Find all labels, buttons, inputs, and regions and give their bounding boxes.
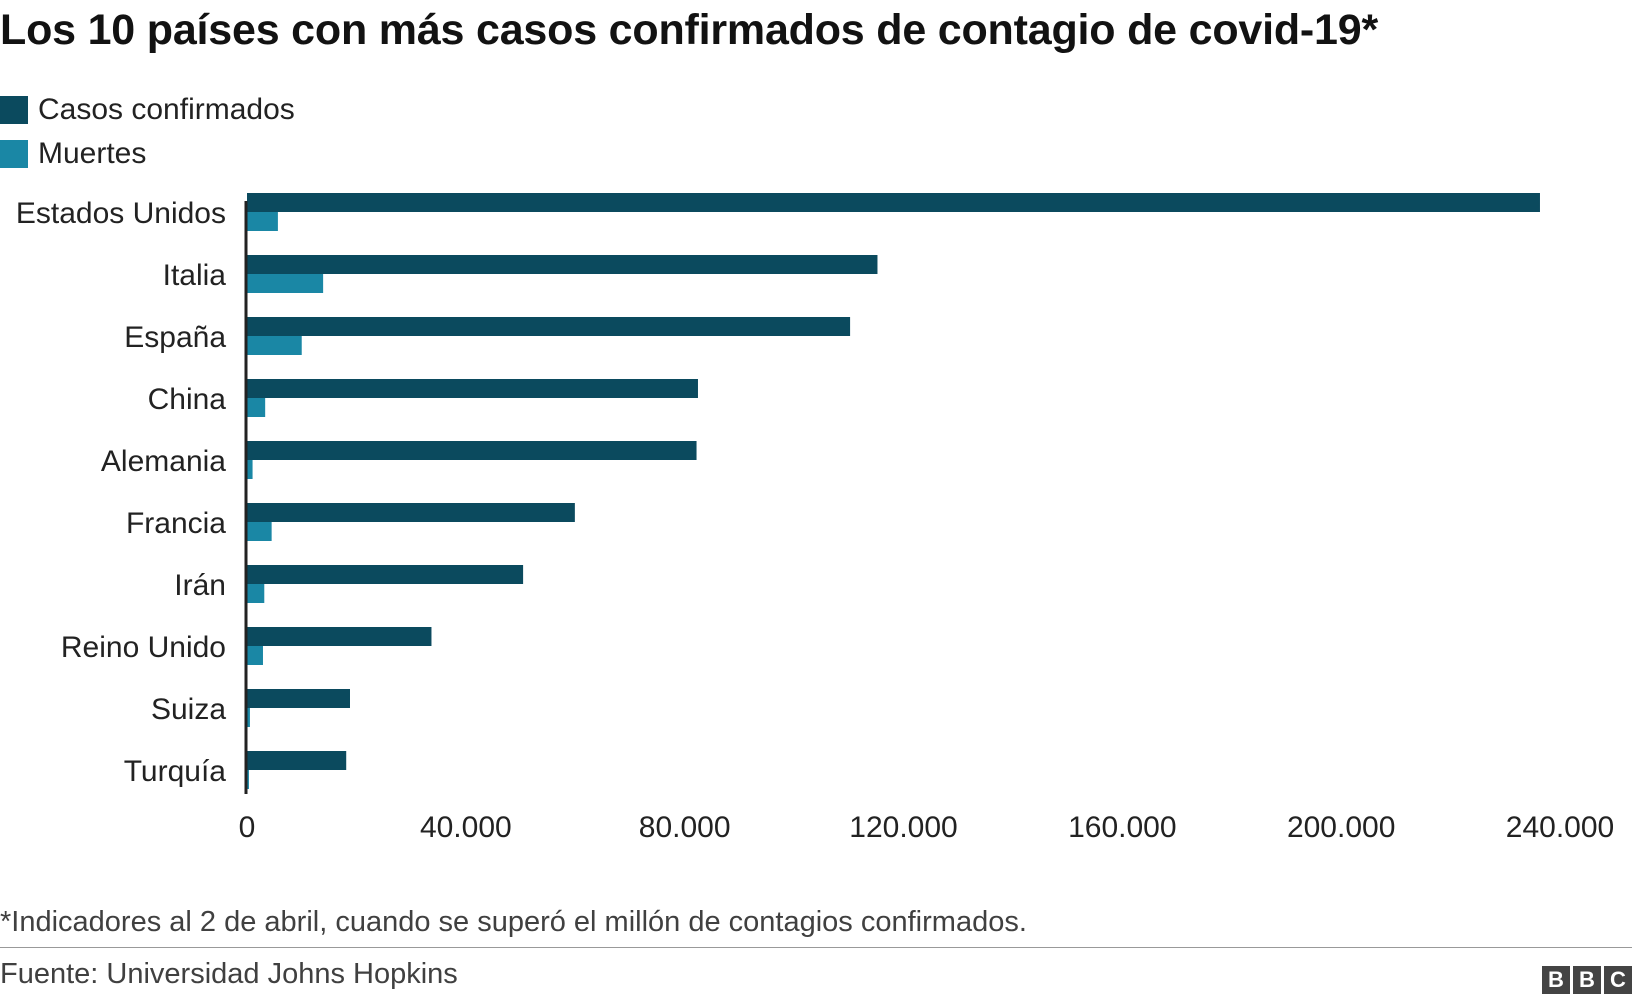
bar-confirmed (247, 565, 524, 584)
bar-deaths (247, 646, 263, 665)
bar-confirmed (247, 689, 350, 708)
legend-label-deaths: Muertes (38, 137, 147, 170)
bar-deaths (247, 336, 302, 355)
x-tick-label: 0 (239, 811, 256, 844)
x-tick-label: 240.000 (1506, 811, 1614, 844)
bar-deaths (247, 708, 250, 727)
bar-confirmed (247, 317, 851, 336)
x-tick-label: 160.000 (1068, 811, 1176, 844)
bar-confirmed (247, 255, 878, 274)
legend: Casos confirmados Muertes (0, 88, 295, 176)
legend-label-confirmed: Casos confirmados (38, 93, 295, 126)
bar-confirmed (247, 503, 575, 522)
bbc-logo-letter: B (1542, 966, 1570, 994)
category-label: Italia (163, 259, 227, 292)
category-label: Irán (174, 569, 226, 602)
bbc-logo-letter: B (1573, 966, 1601, 994)
bar-deaths (247, 274, 324, 293)
footnote: *Indicadores al 2 de abril, cuando se su… (0, 906, 1027, 938)
category-label: España (124, 321, 226, 354)
bar-deaths (247, 770, 249, 789)
category-label: Estados Unidos (16, 197, 226, 230)
bar-deaths (247, 460, 253, 479)
category-label: Suiza (151, 693, 226, 726)
category-label: Francia (126, 507, 226, 540)
bbc-logo-letter: C (1604, 966, 1632, 994)
x-tick-label: 40.000 (420, 811, 512, 844)
category-label: Reino Unido (61, 631, 226, 664)
bar-deaths (247, 212, 278, 231)
bar-confirmed (247, 751, 347, 770)
bar-chart: Estados Unidos Italia España China Alemania F… (16, 193, 1614, 844)
category-label: Turquía (124, 755, 227, 788)
bar-confirmed (247, 193, 1540, 212)
category-label: Alemania (101, 445, 226, 478)
bar-confirmed (247, 627, 432, 646)
bar-deaths (247, 398, 266, 417)
chart-title: Los 10 países con más casos confirmados … (0, 6, 1379, 54)
legend-swatch-confirmed (0, 96, 28, 124)
x-tick-label: 80.000 (639, 811, 731, 844)
bar-confirmed (247, 379, 698, 398)
footer-divider (0, 947, 1632, 948)
category-label: China (148, 383, 227, 416)
x-tick-label: 200.000 (1287, 811, 1395, 844)
bbc-logo: B B C (1542, 966, 1632, 994)
source-note: Fuente: Universidad Johns Hopkins (0, 958, 458, 990)
bar-deaths (247, 522, 272, 541)
legend-swatch-deaths (0, 140, 28, 168)
legend-item-confirmed: Casos confirmados (0, 88, 295, 132)
legend-item-deaths: Muertes (0, 132, 295, 176)
x-tick-label: 120.000 (849, 811, 957, 844)
bar-deaths (247, 584, 265, 603)
bar-confirmed (247, 441, 697, 460)
